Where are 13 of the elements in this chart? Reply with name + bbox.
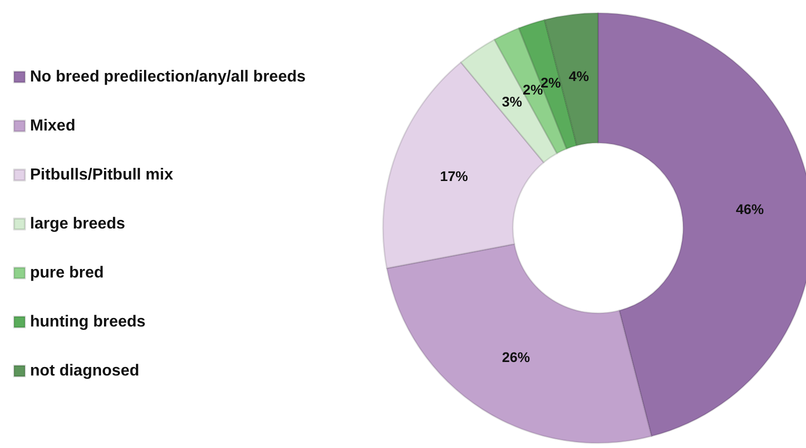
legend-label: not diagnosed	[30, 362, 140, 380]
data-label: 4%	[568, 68, 590, 84]
legend-label: Pitbulls/Pitbull mix	[30, 166, 174, 184]
legend-label: hunting breeds	[30, 314, 146, 330]
data-label: 3%	[502, 93, 523, 110]
legend-label: Mixed	[30, 118, 76, 134]
data-label: 2%	[522, 81, 544, 98]
legend-label: pure bred	[30, 264, 104, 282]
data-label: 17%	[440, 168, 469, 184]
data-label: 26%	[502, 349, 531, 366]
data-label: 46%	[736, 200, 764, 217]
legend-label: large breeds	[30, 216, 126, 232]
legend-label: No breed predilection/any/all breeds	[30, 68, 306, 86]
